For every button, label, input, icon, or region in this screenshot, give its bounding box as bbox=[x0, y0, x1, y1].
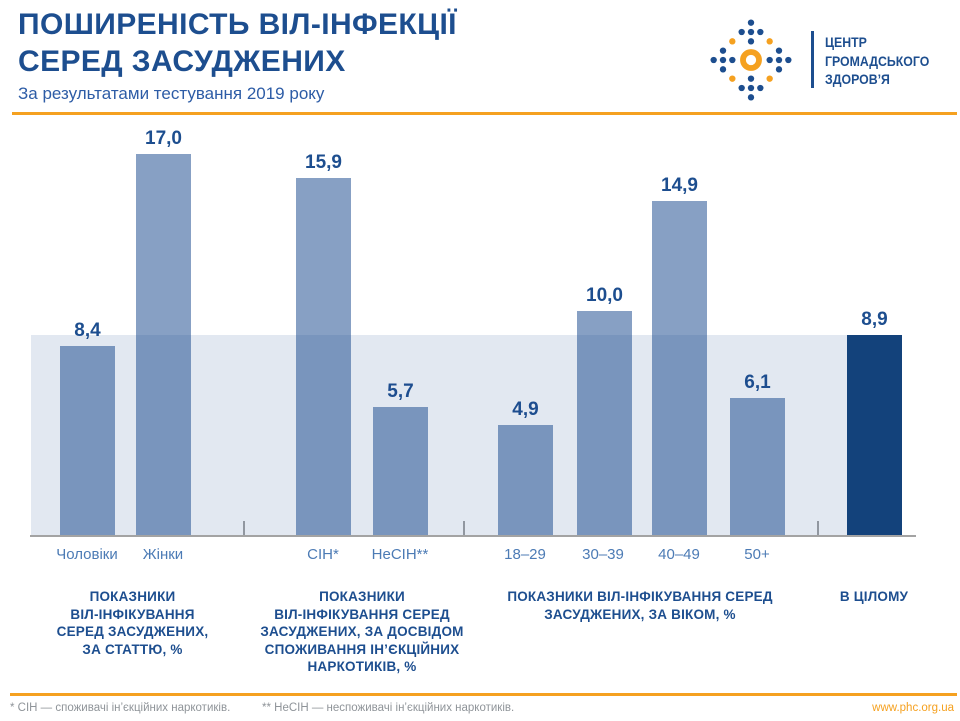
footnote-non-pwid: ** НеСІН — неспоживачі ін’єкційних нарко… bbox=[262, 702, 515, 714]
bar-value-label: 8,4 bbox=[74, 320, 101, 342]
page-title-line2: СЕРЕД ЗАСУДЖЕНИХ bbox=[18, 45, 346, 78]
axis-label-women: Жінки bbox=[142, 546, 184, 563]
bar-women-rect bbox=[136, 153, 191, 535]
axis-label-age-18-29: 18–29 bbox=[504, 546, 546, 563]
footer-divider-line bbox=[10, 693, 957, 696]
bar-age-50-plus: 6,1 bbox=[730, 372, 785, 535]
axis-label-non-pwid: НеСІН** bbox=[371, 546, 429, 563]
bar-value-label: 10,0 bbox=[586, 284, 623, 306]
group-separator-tick bbox=[817, 520, 819, 535]
bar-non-pwid-rect bbox=[373, 406, 428, 535]
bar-value-label: 6,1 bbox=[744, 371, 771, 393]
footnote-pwid: * СІН — споживачі ін’єкційних наркотиків… bbox=[10, 702, 231, 714]
bar-overall-rect bbox=[847, 335, 902, 535]
bar-value-label: 4,9 bbox=[512, 398, 539, 420]
bar-pwid: 15,9 bbox=[296, 152, 351, 535]
axis-label-pwid: СІН* bbox=[307, 546, 339, 563]
bar-men-rect bbox=[60, 346, 115, 535]
logo-divider bbox=[811, 31, 814, 88]
group-label-by-age: ПОКАЗНИКИ ВІЛ-ІНФІКУВАННЯ СЕРЕД ЗАСУДЖЕН… bbox=[507, 589, 773, 622]
bar-overall: 8,9 bbox=[847, 309, 902, 535]
bar-age-18-29-rect bbox=[498, 424, 553, 535]
bar-pwid-rect bbox=[296, 178, 351, 535]
page-subtitle: За результатами тестування 2019 року bbox=[18, 84, 325, 103]
page-title: ПОШИРЕНІСТЬ ВІЛ-ІНФЕКЦІЇ СЕРЕД ЗАСУДЖЕНИ… bbox=[18, 6, 457, 80]
header-divider-line bbox=[12, 112, 957, 115]
bar-age-30-39-rect bbox=[577, 310, 632, 535]
org-name: ЦЕНТР ГРОМАДСЬКОГО ЗДОРОВ’Я bbox=[825, 34, 930, 87]
x-axis-line bbox=[30, 534, 916, 537]
axis-label-age-50: 50+ bbox=[744, 546, 770, 563]
bar-value-label: 5,7 bbox=[387, 380, 414, 402]
bar-chart: 8,4 17,0 15,9 5,7 4,9 10,0 14,9 6,1 bbox=[0, 128, 960, 537]
bar-age-40-49: 14,9 bbox=[652, 175, 707, 535]
bar-women: 17,0 bbox=[136, 128, 191, 535]
phc-logo-icon bbox=[710, 19, 792, 101]
page-title-line1: ПОШИРЕНІСТЬ ВІЛ-ІНФЕКЦІЇ bbox=[18, 8, 457, 41]
group-label-overall: В ЦІЛОМУ bbox=[839, 589, 909, 604]
bar-non-pwid: 5,7 bbox=[373, 381, 428, 535]
bar-age-40-49-rect bbox=[652, 200, 707, 535]
axis-label-age-40-49: 40–49 bbox=[658, 546, 700, 563]
axis-label-age-30-39: 30–39 bbox=[582, 546, 624, 563]
group-label-by-drug-use: ПОКАЗНИКИ ВІЛ-ІНФІКУВАННЯ СЕРЕД ЗАСУДЖЕН… bbox=[260, 589, 464, 674]
group-label-by-sex: ПОКАЗНИКИ ВІЛ-ІНФІКУВАННЯ СЕРЕД ЗАСУДЖЕН… bbox=[56, 589, 209, 657]
bar-value-label: 15,9 bbox=[305, 152, 342, 174]
website-link[interactable]: www.phc.org.ua bbox=[872, 702, 954, 714]
group-separator-tick bbox=[243, 520, 245, 535]
bar-value-label: 8,9 bbox=[861, 309, 888, 331]
bar-age-18-29: 4,9 bbox=[498, 399, 553, 535]
bar-men: 8,4 bbox=[60, 320, 115, 535]
axis-label-men: Чоловіки bbox=[56, 546, 118, 563]
bar-age-50-plus-rect bbox=[730, 397, 785, 535]
bar-value-label: 14,9 bbox=[661, 174, 698, 196]
bar-age-30-39: 10,0 bbox=[577, 285, 632, 535]
group-separator-tick bbox=[463, 520, 465, 535]
bar-value-label: 17,0 bbox=[145, 127, 182, 149]
